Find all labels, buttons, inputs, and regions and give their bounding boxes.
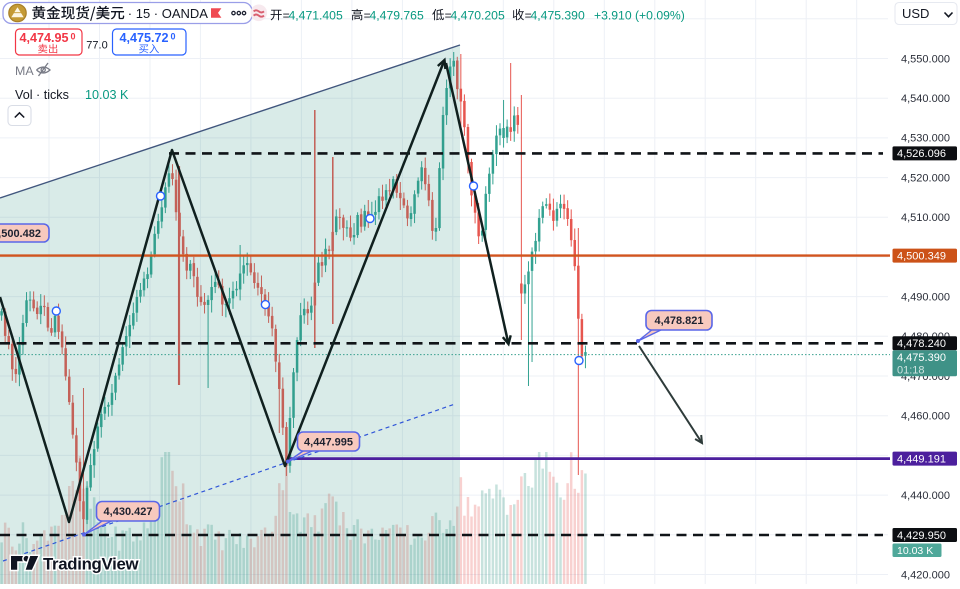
- svg-text:=: =: [283, 8, 290, 22]
- svg-text:=: =: [525, 8, 532, 22]
- svg-text:USD: USD: [902, 6, 929, 21]
- svg-text:TradingView: TradingView: [43, 555, 139, 574]
- svg-text:4,540.000: 4,540.000: [901, 93, 950, 105]
- svg-text:10.03 K: 10.03 K: [85, 88, 129, 102]
- svg-text:4,420.000: 4,420.000: [901, 569, 950, 581]
- svg-text:4,447.995: 4,447.995: [304, 436, 353, 448]
- svg-text:4,530.000: 4,530.000: [901, 133, 950, 145]
- svg-text:0: 0: [171, 32, 176, 42]
- svg-text:4,475.72: 4,475.72: [119, 31, 168, 45]
- svg-text:+3.910 (+0.09%): +3.910 (+0.09%): [594, 8, 685, 22]
- svg-text:· 15 · OANDA: · 15 · OANDA: [128, 6, 209, 21]
- svg-text:01:18: 01:18: [897, 365, 925, 377]
- svg-text:4,526.096: 4,526.096: [897, 148, 946, 160]
- svg-text:4,520.000: 4,520.000: [901, 172, 950, 184]
- svg-text:4,475.390: 4,475.390: [531, 8, 585, 22]
- svg-text:4,470.205: 4,470.205: [451, 8, 505, 22]
- svg-text:4,429.950: 4,429.950: [897, 530, 946, 542]
- svg-text:=: =: [364, 8, 371, 22]
- svg-text:4,510.000: 4,510.000: [901, 212, 950, 224]
- svg-text:4,478.821: 4,478.821: [655, 315, 704, 327]
- svg-text:4,478.240: 4,478.240: [897, 338, 946, 350]
- svg-text:4,475.390: 4,475.390: [897, 352, 946, 364]
- svg-text:10.03 K: 10.03 K: [897, 545, 933, 557]
- svg-text:4,490.000: 4,490.000: [901, 291, 950, 303]
- svg-text:77.0: 77.0: [86, 40, 107, 52]
- svg-text:4,460.000: 4,460.000: [901, 411, 950, 423]
- svg-text:4,440.000: 4,440.000: [901, 490, 950, 502]
- svg-text:4,474.95: 4,474.95: [19, 31, 68, 45]
- svg-text:0: 0: [71, 32, 76, 42]
- svg-text:4,500.482: 4,500.482: [0, 228, 41, 240]
- svg-text:4,479.765: 4,479.765: [370, 8, 424, 22]
- svg-text:4,471.405: 4,471.405: [289, 8, 343, 22]
- svg-text:4,430.427: 4,430.427: [104, 506, 153, 518]
- svg-text:Vol · ticks: Vol · ticks: [15, 88, 69, 102]
- svg-text:4,449.191: 4,449.191: [897, 453, 946, 465]
- svg-text:4,500.349: 4,500.349: [897, 250, 946, 262]
- svg-text:4,550.000: 4,550.000: [901, 53, 950, 65]
- svg-text:MA: MA: [15, 64, 34, 78]
- svg-text:=: =: [445, 8, 452, 22]
